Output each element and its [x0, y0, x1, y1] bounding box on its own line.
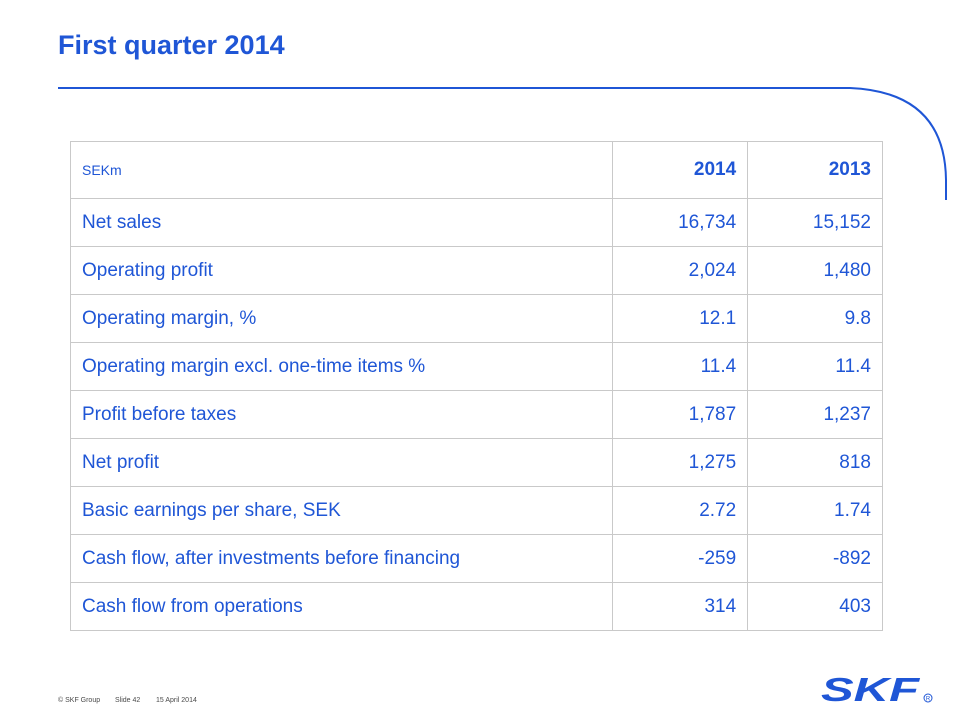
value-2013: 403: [747, 582, 883, 631]
value-2013: 1.74: [747, 486, 883, 535]
value-2014: 12.1: [612, 294, 749, 343]
row-label: Cash flow from operations: [69, 582, 614, 631]
value-2014: 11.4: [612, 342, 749, 391]
footer-copyright: © SKF Group: [58, 697, 101, 704]
value-2014: 2,024: [612, 246, 749, 295]
value-2014: 1,787: [612, 390, 749, 439]
table-row: Operating profit 2,024 1,480: [69, 246, 883, 295]
footer-slide-number: Slide 42: [115, 697, 141, 704]
row-label: Basic earnings per share, SEK: [69, 486, 614, 535]
value-2014: -259: [612, 534, 749, 583]
row-label: Operating profit: [69, 246, 614, 295]
row-label: Profit before taxes: [69, 390, 614, 439]
row-label: Operating margin, %: [69, 294, 614, 343]
table-header-row: SEKm 2014 2013: [69, 141, 883, 199]
value-2014: 314: [612, 582, 749, 631]
financial-table: SEKm 2014 2013 Net sales 16,734 15,152 O…: [69, 141, 883, 631]
skf-logo-icon: SKF R: [821, 672, 933, 706]
table-row: Profit before taxes 1,787 1,237: [69, 390, 883, 439]
table-row: Basic earnings per share, SEK 2.72 1.74: [69, 486, 883, 535]
value-2014: 1,275: [612, 438, 749, 487]
table-row: Cash flow, after investments before fina…: [69, 534, 883, 583]
table-row: Cash flow from operations 314 403: [69, 582, 883, 631]
table-row: Net sales 16,734 15,152: [69, 198, 883, 247]
value-2013: 9.8: [747, 294, 883, 343]
row-label: Net profit: [69, 438, 614, 487]
column-header-2014: 2014: [612, 141, 749, 199]
unit-label: SEKm: [69, 141, 614, 199]
row-label: Cash flow, after investments before fina…: [69, 534, 614, 583]
row-label: Net sales: [69, 198, 614, 247]
svg-text:SKF: SKF: [821, 672, 920, 706]
value-2014: 2.72: [612, 486, 749, 535]
value-2013: -892: [747, 534, 883, 583]
table-row: Operating margin excl. one-time items % …: [69, 342, 883, 391]
svg-text:R: R: [926, 697, 931, 703]
value-2013: 1,237: [747, 390, 883, 439]
table-row: Operating margin, % 12.1 9.8: [69, 294, 883, 343]
row-label: Operating margin excl. one-time items %: [69, 342, 614, 391]
value-2014: 16,734: [612, 198, 749, 247]
value-2013: 818: [747, 438, 883, 487]
footer-date: 15 April 2014: [156, 697, 197, 704]
column-header-2013: 2013: [747, 141, 883, 199]
page-title: First quarter 2014: [58, 30, 285, 60]
value-2013: 1,480: [747, 246, 883, 295]
table-row: Net profit 1,275 818: [69, 438, 883, 487]
value-2013: 15,152: [747, 198, 883, 247]
value-2013: 11.4: [747, 342, 883, 391]
